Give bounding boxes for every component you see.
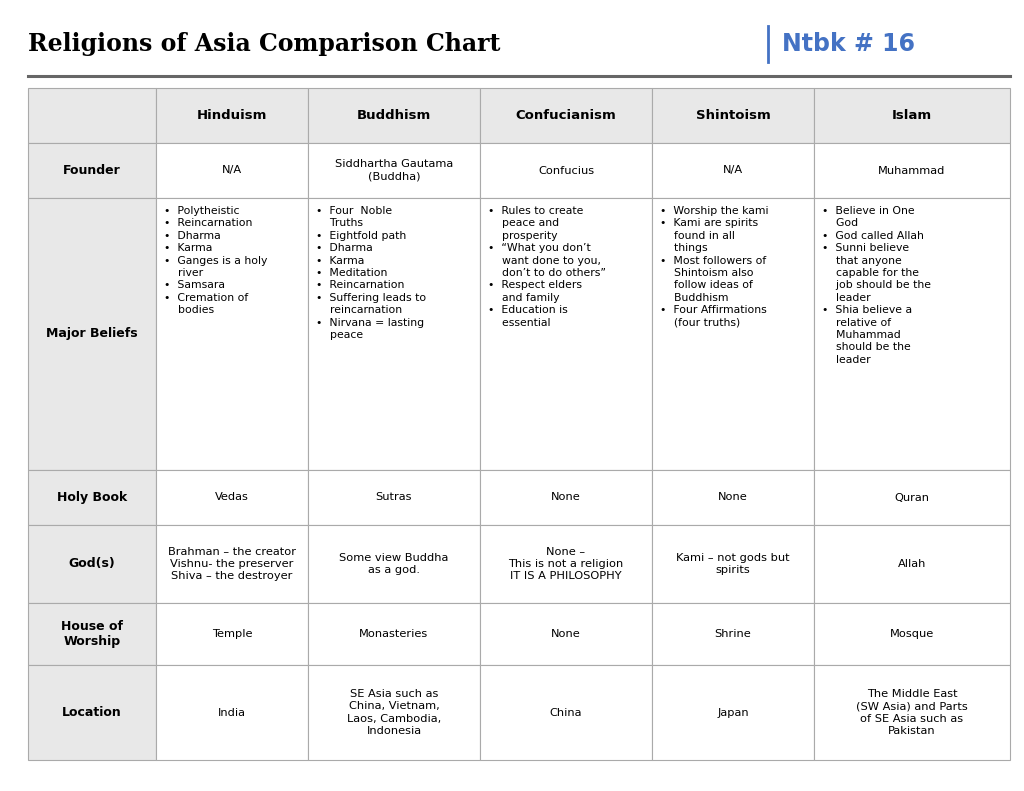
Text: Japan: Japan — [717, 707, 749, 717]
Text: None: None — [718, 493, 748, 502]
Text: •  Polytheistic
•  Reincarnation
•  Dharma
•  Karma
•  Ganges is a holy
    rive: • Polytheistic • Reincarnation • Dharma … — [164, 206, 267, 315]
Text: India: India — [218, 707, 246, 717]
Text: The Middle East
(SW Asia) and Parts
of SE Asia such as
Pakistan: The Middle East (SW Asia) and Parts of S… — [856, 689, 968, 736]
Text: Religions of Asia Comparison Chart: Religions of Asia Comparison Chart — [28, 32, 501, 56]
Text: Quran: Quran — [895, 493, 930, 502]
Text: Kami – not gods but
spirits: Kami – not gods but spirits — [676, 553, 790, 575]
Text: Some view Buddha
as a god.: Some view Buddha as a god. — [339, 553, 449, 575]
Text: Monasteries: Monasteries — [359, 629, 429, 639]
Text: SE Asia such as
China, Vietnam,
Laos, Cambodia,
Indonesia: SE Asia such as China, Vietnam, Laos, Ca… — [347, 689, 441, 736]
Text: Buddhism: Buddhism — [357, 109, 431, 122]
Text: None: None — [551, 629, 581, 639]
Text: Sutras: Sutras — [376, 493, 413, 502]
Text: •  Rules to create
    peace and
    prosperity
•  “What you don’t
    want done: • Rules to create peace and prosperity •… — [488, 206, 606, 327]
Text: Mosque: Mosque — [890, 629, 934, 639]
Text: •  Four  Noble
    Truths
•  Eightfold path
•  Dharma
•  Karma
•  Meditation
•  : • Four Noble Truths • Eightfold path • D… — [316, 206, 426, 340]
Text: N/A: N/A — [723, 165, 743, 176]
Text: Brahman – the creator
Vishnu- the preserver
Shiva – the destroyer: Brahman – the creator Vishnu- the preser… — [168, 547, 296, 581]
Text: None –
This is not a religion
IT IS A PHILOSOPHY: None – This is not a religion IT IS A PH… — [508, 547, 624, 581]
Text: Temple: Temple — [212, 629, 252, 639]
Text: None: None — [551, 493, 581, 502]
Text: •  Worship the kami
•  Kami are spirits
    found in all
    things
•  Most foll: • Worship the kami • Kami are spirits fo… — [660, 206, 768, 327]
Text: Founder: Founder — [63, 164, 121, 177]
Text: China: China — [550, 707, 583, 717]
Text: Major Beliefs: Major Beliefs — [46, 327, 138, 340]
Text: Location: Location — [62, 706, 122, 719]
Text: Vedas: Vedas — [215, 493, 249, 502]
Text: Muhammad: Muhammad — [879, 165, 946, 176]
Text: God(s): God(s) — [69, 558, 116, 570]
Text: House of
Worship: House of Worship — [61, 619, 123, 649]
Text: Allah: Allah — [898, 559, 926, 569]
Text: N/A: N/A — [222, 165, 242, 176]
Text: Siddhartha Gautama
(Buddha): Siddhartha Gautama (Buddha) — [335, 159, 454, 182]
Text: Shintoism: Shintoism — [695, 109, 770, 122]
Text: •  Believe in One
    God
•  God called Allah
•  Sunni believe
    that anyone
 : • Believe in One God • God called Allah … — [822, 206, 931, 365]
Text: Confucianism: Confucianism — [516, 109, 616, 122]
Text: Ntbk # 16: Ntbk # 16 — [782, 32, 915, 56]
Text: Confucius: Confucius — [538, 165, 594, 176]
Text: Islam: Islam — [892, 109, 932, 122]
Text: Holy Book: Holy Book — [57, 491, 127, 504]
Text: Shrine: Shrine — [715, 629, 752, 639]
Text: Hinduism: Hinduism — [197, 109, 267, 122]
